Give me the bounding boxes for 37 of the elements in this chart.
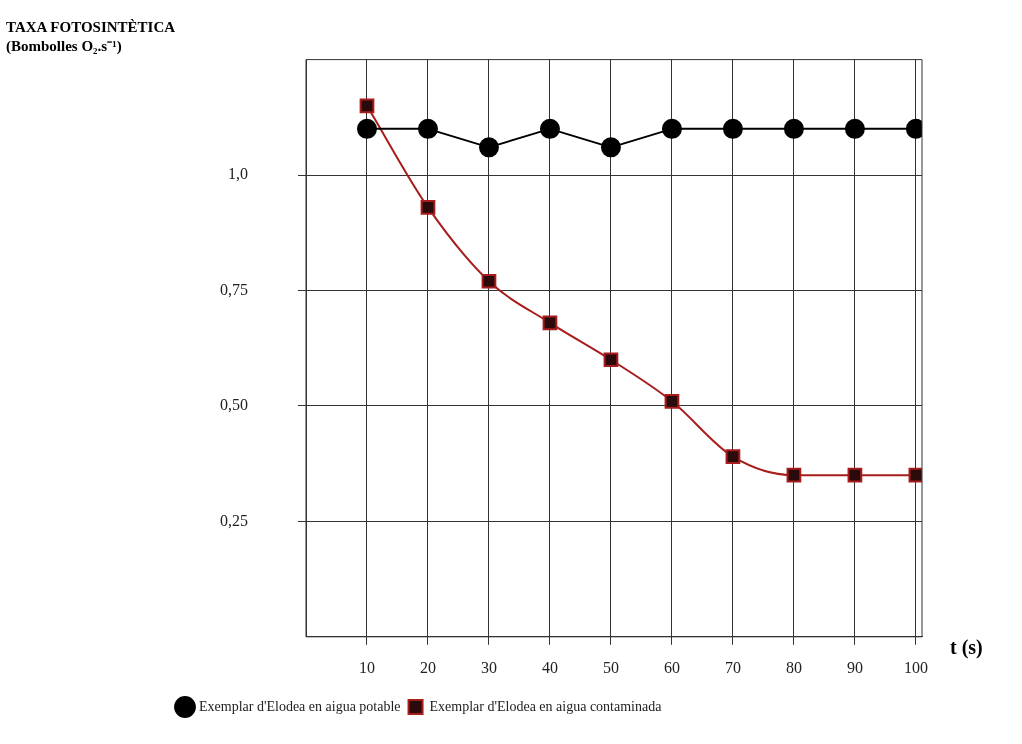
y-axis-title: TAXA FOTOSINTÈTICA (Bombolles O₂.s⁻¹) [6,18,176,56]
point [481,273,497,289]
y-tick-label: 0,75 [220,280,248,298]
point [722,118,743,139]
legend-label: Exemplar d'Elodea en aigua potable [199,698,401,714]
point [417,118,438,139]
point [359,98,375,114]
x-tick-label: 80 [785,658,802,676]
point [356,118,377,139]
x-tick-label: 30 [480,658,497,676]
x-tick-label: 100 [903,658,928,676]
x-tick-label: 20 [419,658,436,676]
point [664,393,680,409]
point [539,118,560,139]
point [600,137,621,158]
point [908,467,922,483]
point [542,315,558,331]
point [478,137,499,158]
point [725,449,741,465]
x-tick-label: 50 [602,658,619,676]
point [603,352,619,368]
point [783,118,804,139]
point [786,467,802,483]
point [661,118,682,139]
x-tick-label: 70 [724,658,741,676]
point [844,118,865,139]
y-tick-label: 1,0 [228,165,248,183]
y-tick-label: 0,25 [220,511,248,529]
x-tick-label: 40 [541,658,558,676]
y-tick-label: 0,50 [220,396,248,414]
point [847,467,863,483]
legend-label: Exemplar d'Elodea en aigua contaminada [429,698,663,714]
x-axis-title: t (s) [950,636,983,659]
x-tick-label: 10 [358,658,375,676]
x-tick-label: 90 [846,658,863,676]
x-tick-label: 60 [663,658,680,676]
point [420,200,436,215]
